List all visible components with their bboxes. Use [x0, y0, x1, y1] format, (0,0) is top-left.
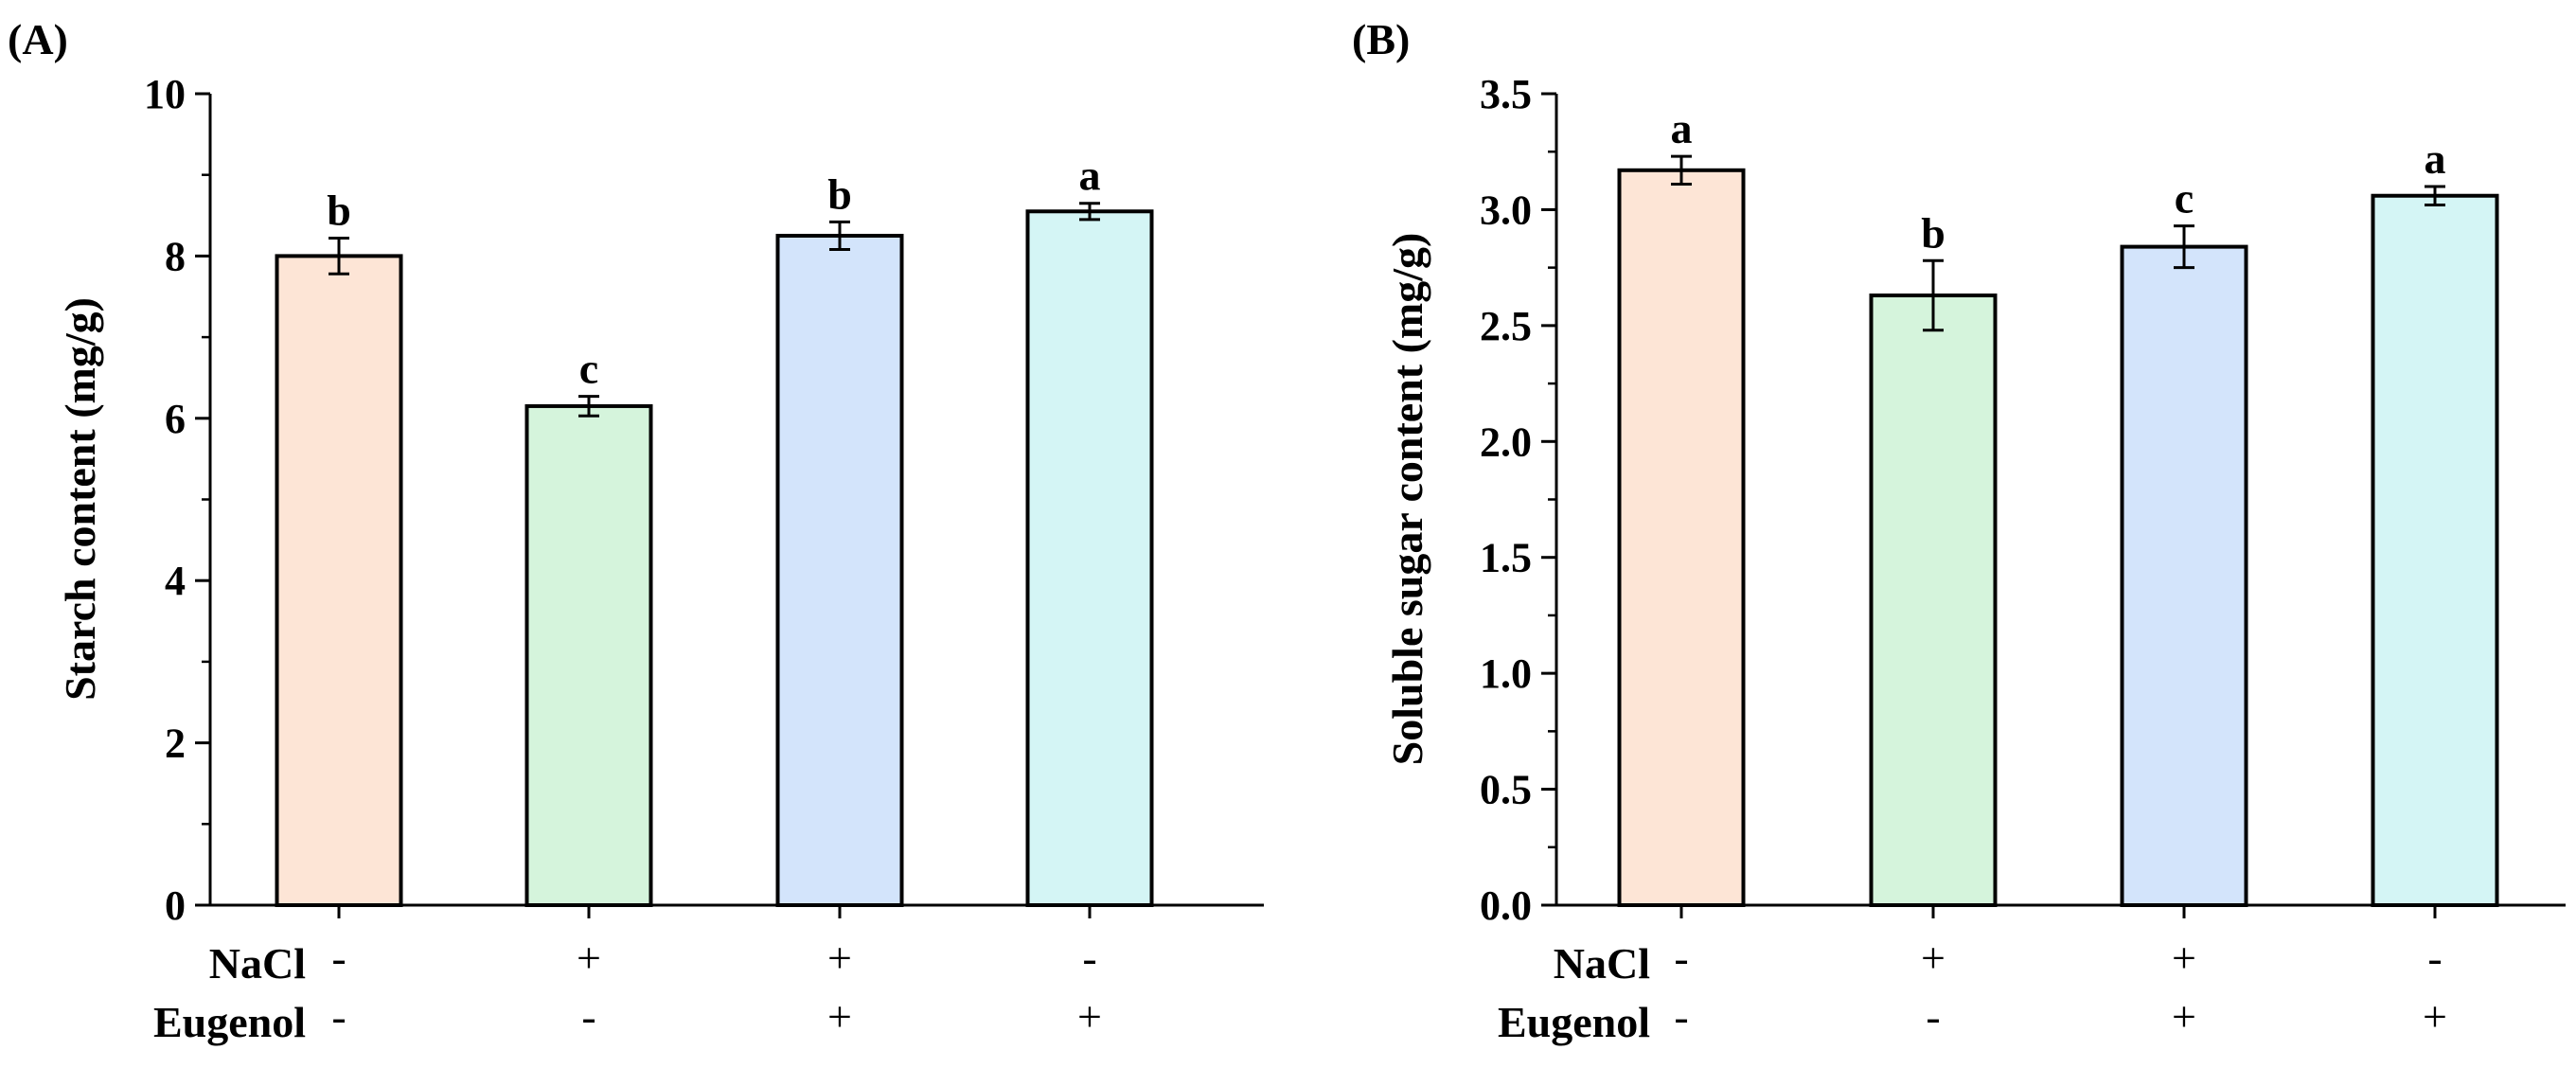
condition-sign: +: [827, 992, 852, 1041]
panel-label: (A): [8, 15, 68, 63]
chart-panel-b: (B) a b c a 0.0 0.5 1.0 1.5 2.0 2.5 3.0 3.5 Soluble s…: [1352, 15, 2566, 1046]
condition-sign: -: [1674, 934, 1688, 982]
condition-sign: -: [1082, 934, 1096, 982]
y-tick-label: 2.5: [1480, 303, 1532, 349]
condition-sign: +: [2172, 934, 2196, 982]
y-axis-title: Soluble sugar content (mg/g): [1383, 233, 1431, 766]
condition-label-nacl: NaCl: [1554, 939, 1650, 988]
bar: [2371, 193, 2499, 908]
significance-label: a: [1671, 104, 1693, 152]
y-tick-label: 6: [165, 396, 186, 442]
y-tick-label: 3.5: [1480, 71, 1532, 117]
condition-sign: -: [331, 992, 346, 1041]
y-tick-label: 0.0: [1480, 882, 1532, 929]
condition-label-eugenol: Eugenol: [153, 998, 306, 1046]
significance-label: c: [2175, 174, 2194, 222]
panel-label: (B): [1352, 15, 1410, 63]
condition-sign: +: [1077, 992, 1102, 1041]
significance-label: b: [1921, 208, 1945, 257]
y-tick-label: 2: [165, 721, 186, 767]
y-tick-label: 8: [165, 233, 186, 279]
significance-label: a: [1079, 151, 1101, 200]
condition-sign: +: [2423, 992, 2447, 1041]
significance-label: c: [579, 345, 598, 393]
condition-sign: -: [331, 934, 346, 982]
condition-sign: -: [581, 992, 595, 1041]
condition-sign: +: [577, 934, 601, 982]
bar: [1025, 209, 1154, 907]
y-tick-label: 4: [165, 558, 186, 604]
y-tick-label: 1.5: [1480, 535, 1532, 581]
bar: [275, 254, 403, 907]
significance-label: a: [2425, 134, 2446, 183]
bar: [1869, 294, 1998, 908]
y-tick-label: 0.5: [1480, 767, 1532, 813]
condition-sign: +: [827, 934, 852, 982]
y-tick-label: 3.0: [1480, 187, 1532, 233]
y-tick-label: 0: [165, 882, 186, 929]
y-tick-label: 2.0: [1480, 418, 1532, 465]
y-tick-label: 1.0: [1480, 650, 1532, 697]
condition-sign: -: [1926, 992, 1940, 1041]
y-axis-title: Starch content (mg/g): [56, 297, 104, 701]
condition-label-eugenol: Eugenol: [1498, 998, 1650, 1046]
condition-sign: +: [2172, 992, 2196, 1041]
bar: [775, 233, 904, 908]
bar: [2120, 244, 2248, 907]
bar: [524, 403, 653, 907]
bar: [1617, 168, 1746, 907]
y-tick-label: 10: [144, 71, 186, 117]
condition-sign: -: [2427, 934, 2442, 982]
condition-sign: -: [1674, 992, 1688, 1041]
significance-label: b: [327, 187, 351, 235]
condition-sign: +: [1921, 934, 1945, 982]
condition-label-nacl: NaCl: [209, 939, 306, 988]
significance-label: b: [827, 169, 852, 218]
